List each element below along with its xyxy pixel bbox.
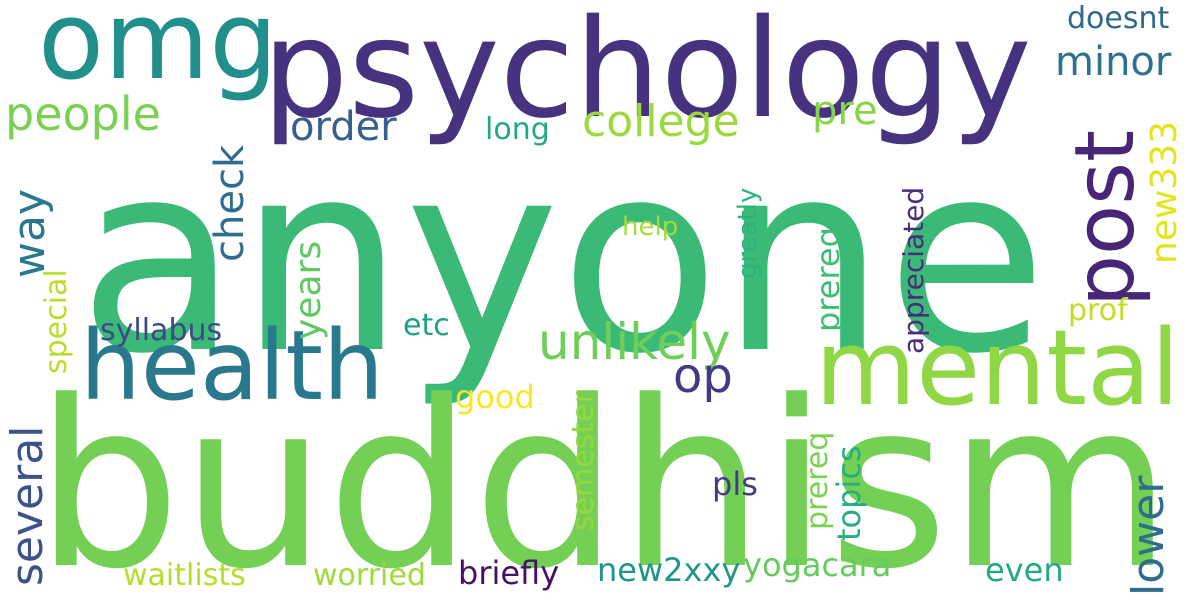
- word-order: order: [290, 104, 397, 150]
- word-years: years: [288, 240, 329, 340]
- word-etc: etc: [403, 308, 450, 343]
- word-buddhism: buddhism: [35, 353, 1173, 600]
- word-help: help: [622, 212, 679, 242]
- word-omg: omg: [38, 0, 278, 104]
- word-new2xxy: new2xxy: [597, 551, 741, 589]
- word-briefly: briefly: [458, 554, 560, 592]
- word-anyone: anyone: [78, 106, 1048, 411]
- word-mental: mental: [815, 307, 1180, 429]
- word-health: health: [80, 310, 384, 422]
- word-yogacara: yogacara: [743, 546, 892, 584]
- word-check: check: [207, 144, 253, 262]
- word-pre: pre: [812, 88, 878, 134]
- word-lower: lower: [1123, 475, 1174, 596]
- word-worried: worried: [313, 558, 426, 593]
- word-college: college: [582, 96, 740, 147]
- word-even: even: [985, 551, 1064, 589]
- word-doesnt: doesnt: [1067, 1, 1170, 36]
- word-way: way: [4, 189, 55, 278]
- word-pls: pls: [712, 465, 758, 503]
- word-greatly: greatly: [733, 187, 763, 279]
- word-syllabus: syllabus: [100, 313, 223, 348]
- word-psychology: psychology: [262, 0, 1032, 149]
- word-topics: topics: [830, 445, 868, 541]
- word-prof: prof: [1068, 293, 1128, 328]
- word-appreciated: appreciated: [897, 186, 930, 354]
- word-good: good: [455, 378, 535, 416]
- word-unlikely: unlikely: [538, 313, 731, 371]
- word-special: special: [39, 269, 74, 374]
- word-long: long: [485, 112, 550, 147]
- word-op: op: [673, 348, 733, 404]
- word-new333: new333: [1144, 120, 1185, 264]
- word-several: several: [2, 425, 53, 586]
- word-minor: minor: [1055, 39, 1172, 85]
- word-people: people: [5, 87, 161, 141]
- word-prereq: prereq: [800, 431, 835, 530]
- word-waitlists: waitlists: [123, 558, 246, 593]
- word-post: post: [1058, 129, 1153, 307]
- word-semester: semester: [566, 391, 601, 531]
- word-prereqs: prereqs: [809, 210, 847, 332]
